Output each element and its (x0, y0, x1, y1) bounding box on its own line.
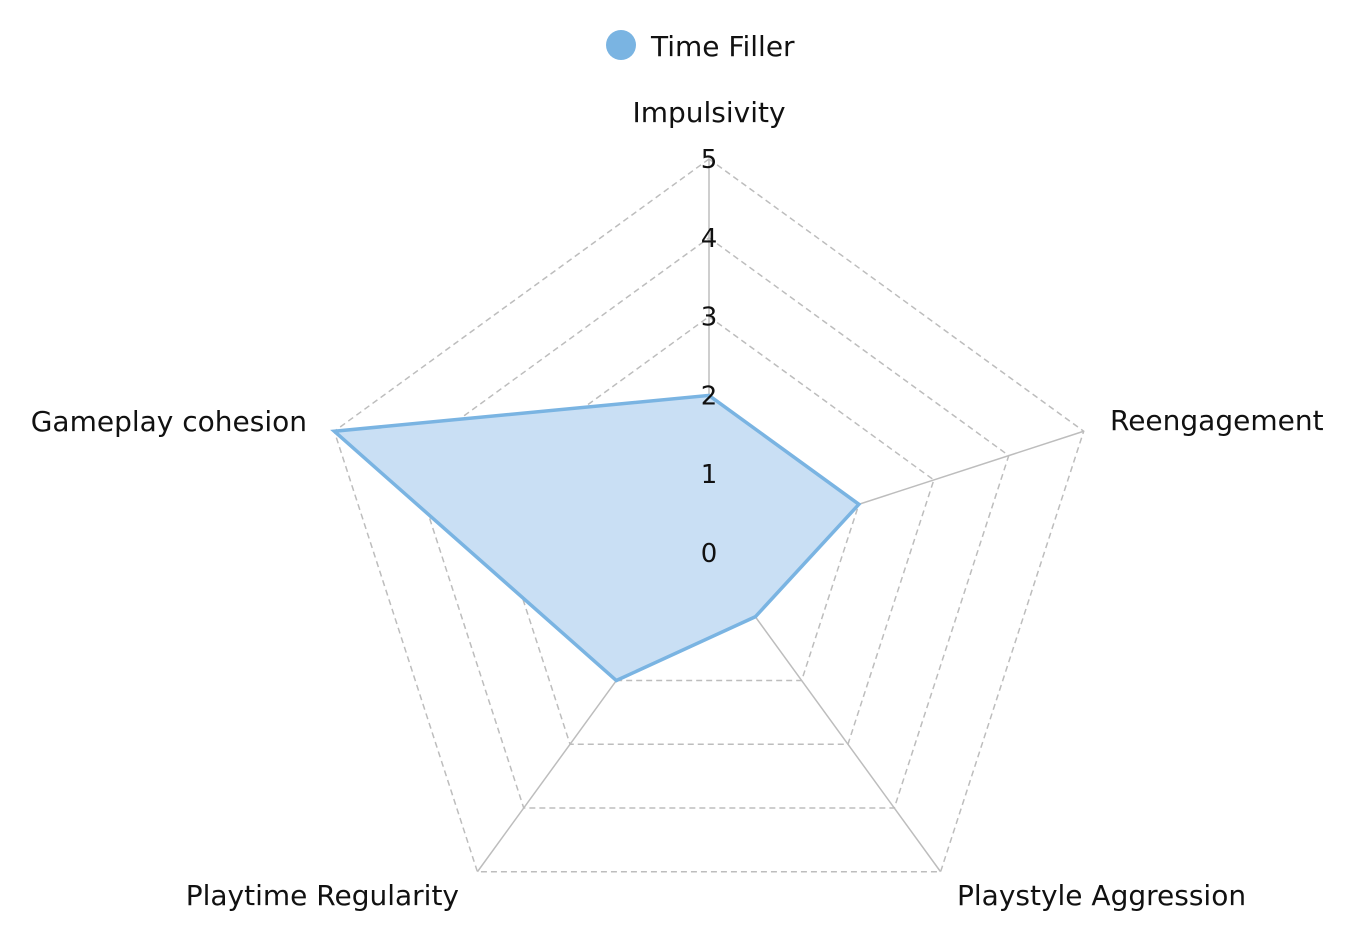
axis-label-impulsivity: Impulsivity (632, 96, 785, 129)
grid-ring-3 (483, 315, 935, 746)
axis-label-playtime-regularity: Playtime Regularity (186, 879, 459, 912)
radial-tick-labels: 0 1 2 3 4 5 (701, 145, 718, 569)
legend-marker-time-filler (606, 30, 636, 60)
tick-label-3: 3 (701, 303, 718, 333)
axis-labels: Impulsivity Reengagement Playstyle Aggress… (31, 96, 1324, 912)
axis-label-reengagement: Reengagement (1110, 404, 1324, 437)
tick-label-0: 0 (701, 539, 718, 569)
tick-label-5: 5 (701, 145, 718, 175)
grid-ring-5 (333, 158, 1085, 873)
axis-label-gameplay-cohesion: Gameplay cohesion (31, 405, 307, 438)
tick-label-2: 2 (701, 381, 718, 411)
legend-label-time-filler: Time Filler (650, 30, 795, 63)
tick-label-4: 4 (701, 224, 718, 254)
tick-label-1: 1 (701, 460, 718, 490)
series-area-time-filler (330, 393, 862, 683)
legend: Time Filler (606, 30, 795, 63)
axis-label-playstyle-aggression: Playstyle Aggression (957, 879, 1246, 912)
radar-series (330, 393, 862, 683)
